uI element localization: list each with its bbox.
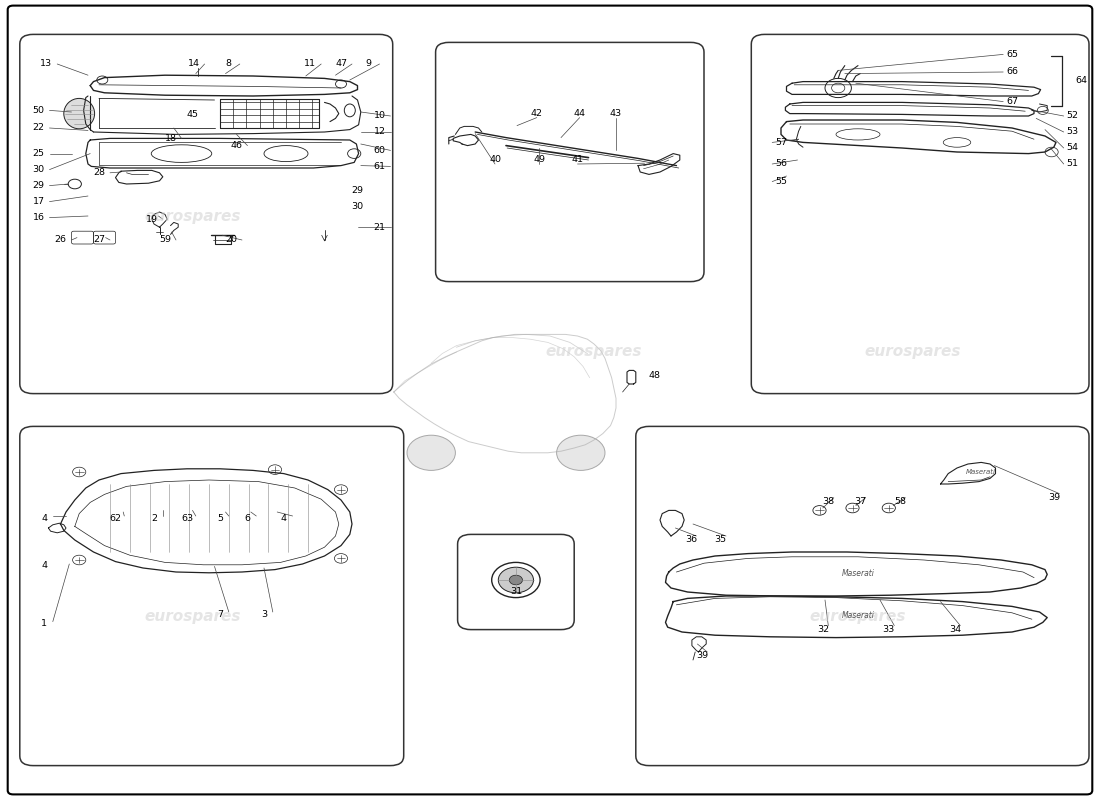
Text: 61: 61 bbox=[374, 162, 385, 171]
Text: 10: 10 bbox=[374, 111, 385, 121]
Text: 51: 51 bbox=[1067, 159, 1078, 169]
Text: 26: 26 bbox=[55, 235, 66, 245]
Text: 9: 9 bbox=[365, 59, 372, 69]
Text: 41: 41 bbox=[572, 155, 583, 165]
Text: 19: 19 bbox=[146, 214, 157, 224]
Text: 7: 7 bbox=[217, 610, 223, 619]
Text: 30: 30 bbox=[32, 165, 45, 174]
Text: 2: 2 bbox=[151, 514, 157, 523]
Text: 32: 32 bbox=[816, 625, 829, 634]
Text: 39: 39 bbox=[1047, 493, 1060, 502]
Text: 50: 50 bbox=[33, 106, 44, 115]
Text: 42: 42 bbox=[531, 109, 542, 118]
FancyBboxPatch shape bbox=[8, 6, 1092, 794]
Text: 38: 38 bbox=[822, 497, 835, 506]
Text: 65: 65 bbox=[1006, 50, 1018, 59]
Text: 46: 46 bbox=[231, 141, 242, 150]
Text: 55: 55 bbox=[776, 177, 786, 186]
Text: 27: 27 bbox=[94, 235, 104, 245]
Text: 30: 30 bbox=[351, 202, 364, 211]
Text: 4: 4 bbox=[41, 561, 47, 570]
Text: 36: 36 bbox=[684, 535, 697, 545]
Text: eurospares: eurospares bbox=[546, 345, 642, 359]
Text: 28: 28 bbox=[94, 168, 104, 178]
Text: 18: 18 bbox=[165, 134, 176, 143]
Text: 52: 52 bbox=[1067, 111, 1078, 121]
Text: Maserati: Maserati bbox=[842, 611, 874, 621]
Text: 16: 16 bbox=[33, 213, 44, 222]
Text: 5: 5 bbox=[217, 514, 223, 523]
Text: 63: 63 bbox=[180, 514, 194, 523]
Text: 47: 47 bbox=[336, 59, 346, 69]
Circle shape bbox=[498, 567, 534, 593]
Circle shape bbox=[509, 575, 522, 585]
Circle shape bbox=[557, 435, 605, 470]
Text: 37: 37 bbox=[854, 497, 867, 506]
Text: 66: 66 bbox=[1006, 67, 1018, 77]
Text: eurospares: eurospares bbox=[144, 209, 241, 223]
Text: eurospares: eurospares bbox=[865, 345, 961, 359]
Text: 44: 44 bbox=[574, 109, 585, 118]
Text: 56: 56 bbox=[776, 159, 786, 169]
Text: 8: 8 bbox=[226, 59, 232, 69]
Text: 64: 64 bbox=[1076, 76, 1088, 86]
Text: 57: 57 bbox=[776, 138, 786, 147]
Text: 48: 48 bbox=[649, 371, 660, 381]
Text: 40: 40 bbox=[490, 155, 500, 165]
Text: 17: 17 bbox=[33, 197, 44, 206]
Text: 11: 11 bbox=[305, 59, 316, 69]
Text: 35: 35 bbox=[714, 535, 727, 545]
Text: 13: 13 bbox=[40, 59, 53, 69]
Text: 20: 20 bbox=[226, 235, 236, 245]
Circle shape bbox=[407, 435, 455, 470]
Text: 12: 12 bbox=[374, 127, 385, 137]
Text: 31: 31 bbox=[509, 587, 522, 597]
Text: 33: 33 bbox=[882, 625, 895, 634]
Text: Maserati: Maserati bbox=[966, 469, 997, 475]
Text: 34: 34 bbox=[948, 625, 961, 634]
Text: eurospares: eurospares bbox=[810, 609, 906, 623]
Text: 4: 4 bbox=[41, 514, 47, 523]
Text: 67: 67 bbox=[1006, 97, 1018, 106]
Text: 62: 62 bbox=[110, 514, 121, 523]
Text: 58: 58 bbox=[894, 497, 905, 506]
Text: 3: 3 bbox=[261, 610, 267, 619]
Text: 21: 21 bbox=[374, 222, 385, 232]
Text: 43: 43 bbox=[609, 109, 623, 118]
Text: eurospares: eurospares bbox=[144, 609, 241, 623]
Text: 1: 1 bbox=[41, 619, 47, 629]
Text: Maserati: Maserati bbox=[842, 569, 874, 578]
Text: 29: 29 bbox=[33, 181, 44, 190]
Text: 49: 49 bbox=[534, 155, 544, 165]
Text: 53: 53 bbox=[1066, 127, 1079, 137]
Text: 59: 59 bbox=[160, 235, 170, 245]
Ellipse shape bbox=[64, 98, 95, 129]
Text: 6: 6 bbox=[244, 514, 251, 523]
Text: 39: 39 bbox=[695, 651, 708, 661]
Text: 29: 29 bbox=[352, 186, 363, 195]
Text: 45: 45 bbox=[187, 110, 198, 119]
Text: 25: 25 bbox=[33, 149, 44, 158]
Text: 60: 60 bbox=[374, 146, 385, 155]
Text: 22: 22 bbox=[33, 123, 44, 133]
Text: 4: 4 bbox=[280, 514, 287, 523]
Text: 14: 14 bbox=[188, 59, 199, 69]
Text: 54: 54 bbox=[1067, 143, 1078, 153]
